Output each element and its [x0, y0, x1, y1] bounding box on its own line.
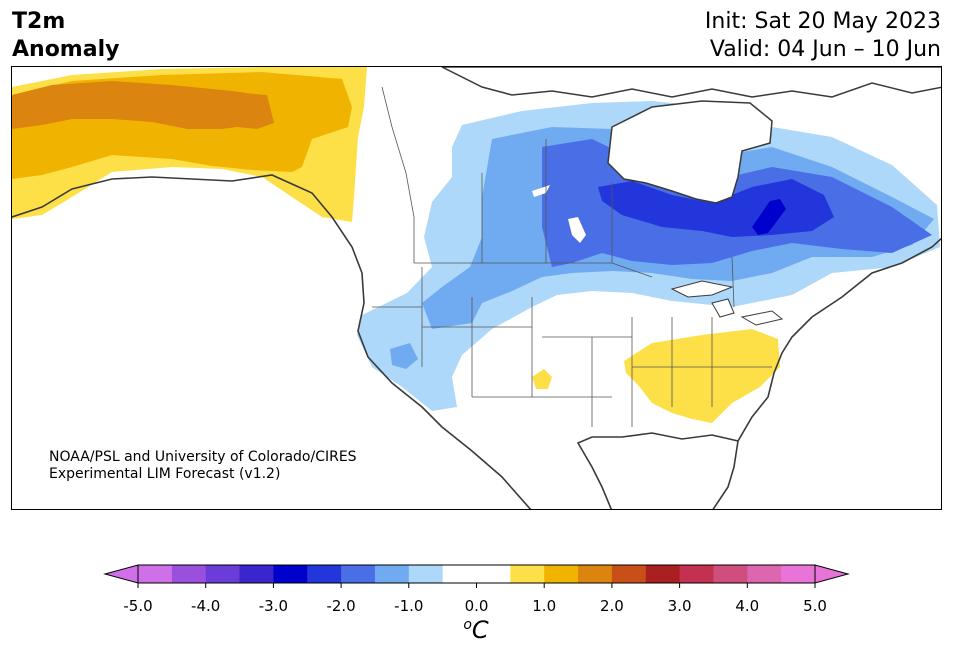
anomaly-region-cold-5c: [752, 199, 786, 235]
colorbar-cell: [476, 565, 511, 583]
colorbar-tick-label: 2.0: [599, 597, 624, 615]
colorbar-cell: [544, 565, 579, 583]
colorbar-cell: [408, 565, 444, 583]
colorbar-tick-label: 1.0: [532, 597, 557, 615]
colorbar-unit: oC: [463, 616, 488, 644]
colorbar-tick-label: -4.0: [191, 597, 221, 615]
unit-letter: C: [471, 616, 489, 644]
credit-line-1: NOAA/PSL and University of Colorado/CIRE…: [49, 449, 357, 465]
colorbar-under-arrow: [103, 564, 139, 584]
anomaly-region-nm-1c: [532, 369, 552, 389]
credit-line-2: Experimental LIM Forecast (v1.2): [49, 466, 281, 482]
colorbar-ticks: [137, 583, 816, 588]
colorbar-cell: [205, 565, 241, 583]
colorbar-cell: [611, 565, 647, 583]
colorbar-tick-label: 0.0: [464, 597, 489, 615]
pacific-coastline: [12, 174, 532, 509]
arctic-islands: [441, 67, 941, 98]
map-canvas: [12, 67, 941, 509]
anomaly-map: [11, 66, 942, 510]
title-line-1: T2m: [12, 9, 66, 34]
mexico-coastline: [576, 432, 739, 509]
credit-text: NOAA/PSL and University of Colorado/CIRE…: [49, 449, 357, 483]
colorbar: [103, 564, 850, 588]
colorbar-cell: [781, 565, 816, 583]
colorbar-tick-label: -2.0: [326, 597, 356, 615]
colorbar-tick-label: -3.0: [258, 597, 289, 615]
colorbar-tick-label: 5.0: [803, 597, 827, 615]
title-line-2: Anomaly: [12, 37, 120, 62]
anomaly-region-southeast-1c: [624, 329, 780, 423]
great-lakes: [670, 280, 784, 326]
init-date: Init: Sat 20 May 2023: [704, 9, 941, 34]
colorbar-cell: [374, 565, 410, 583]
forecast-dates: Init: Sat 20 May 2023 Valid: 04 Jun – 10…: [705, 8, 941, 64]
colorbar-tick-label: -1.0: [394, 597, 424, 615]
great-slave-lake: [532, 185, 550, 197]
anomaly-region-alaska-3c-east: [212, 91, 274, 129]
colorbar-cell: [138, 565, 173, 583]
political-borders: [372, 86, 772, 427]
colorbar-tick-label: -5.0: [123, 597, 153, 615]
colorbar-cell: [307, 565, 342, 583]
lake-winnipeg: [568, 217, 586, 243]
colorbar-cell: [679, 565, 714, 583]
anomaly-region-alaska-3c: [12, 81, 267, 129]
colorbar-cell: [442, 565, 477, 583]
colorbar-cell: [510, 565, 545, 583]
map-title: T2m Anomaly: [12, 8, 119, 64]
colorbar-cell: [273, 565, 308, 583]
valid-date: Valid: 04 Jun – 10 Jun: [709, 37, 941, 62]
unit-degree: o: [463, 617, 472, 633]
colorbar-over-arrow: [814, 564, 850, 584]
colorbar-cells: [138, 565, 816, 583]
colorbar-cell: [713, 565, 748, 583]
colorbar-cell: [747, 565, 782, 583]
colorbar-cell: [239, 565, 274, 583]
colorbar-cell: [171, 565, 207, 583]
colorbar-tick-label: 4.0: [735, 597, 760, 615]
anomaly-region-cold-2c-sw: [390, 343, 418, 369]
colorbar-cell: [341, 565, 376, 583]
atlantic-coastline: [737, 237, 941, 442]
colorbar-cell: [578, 565, 613, 583]
colorbar-cell: [645, 565, 681, 583]
hudson-bay: [607, 100, 773, 204]
colorbar-tick-label: 3.0: [667, 597, 692, 615]
